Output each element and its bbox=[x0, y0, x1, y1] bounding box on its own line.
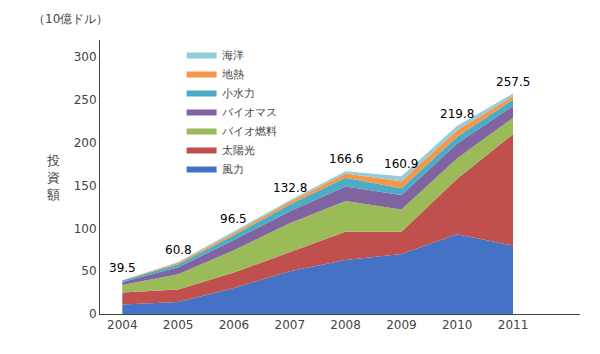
svg-text:小水力: 小水力 bbox=[222, 87, 255, 100]
svg-text:257.5: 257.5 bbox=[496, 75, 530, 89]
svg-text:50: 50 bbox=[81, 264, 96, 278]
svg-text:250: 250 bbox=[74, 93, 97, 107]
svg-text:投資額: 投資額 bbox=[46, 153, 60, 202]
svg-text:2005: 2005 bbox=[163, 318, 194, 332]
svg-text:バイオマス: バイオマス bbox=[221, 106, 277, 119]
svg-text:地熱: 地熱 bbox=[221, 68, 244, 81]
svg-text:風力: 風力 bbox=[222, 163, 244, 176]
svg-text:2011: 2011 bbox=[498, 318, 529, 332]
svg-text:（10億ドル）: （10億ドル） bbox=[33, 12, 108, 26]
svg-text:海洋: 海洋 bbox=[222, 49, 244, 62]
svg-text:太陽光: 太陽光 bbox=[222, 144, 255, 157]
svg-text:0: 0 bbox=[89, 307, 97, 321]
svg-text:2007: 2007 bbox=[274, 318, 305, 332]
svg-text:96.5: 96.5 bbox=[220, 212, 247, 226]
svg-text:132.8: 132.8 bbox=[273, 181, 307, 195]
svg-text:60.8: 60.8 bbox=[165, 243, 192, 257]
svg-text:150: 150 bbox=[74, 179, 97, 193]
svg-text:2006: 2006 bbox=[219, 318, 250, 332]
svg-text:2010: 2010 bbox=[442, 318, 473, 332]
svg-text:100: 100 bbox=[74, 222, 97, 236]
svg-text:166.6: 166.6 bbox=[329, 152, 363, 166]
svg-text:2009: 2009 bbox=[386, 318, 417, 332]
svg-text:160.9: 160.9 bbox=[384, 157, 418, 171]
svg-text:219.8: 219.8 bbox=[440, 107, 474, 121]
svg-text:300: 300 bbox=[74, 50, 97, 64]
svg-text:39.5: 39.5 bbox=[109, 261, 136, 275]
svg-text:2008: 2008 bbox=[330, 318, 361, 332]
svg-text:2004: 2004 bbox=[107, 318, 138, 332]
svg-text:200: 200 bbox=[74, 136, 97, 150]
svg-text:バイオ燃料: バイオ燃料 bbox=[221, 125, 277, 138]
